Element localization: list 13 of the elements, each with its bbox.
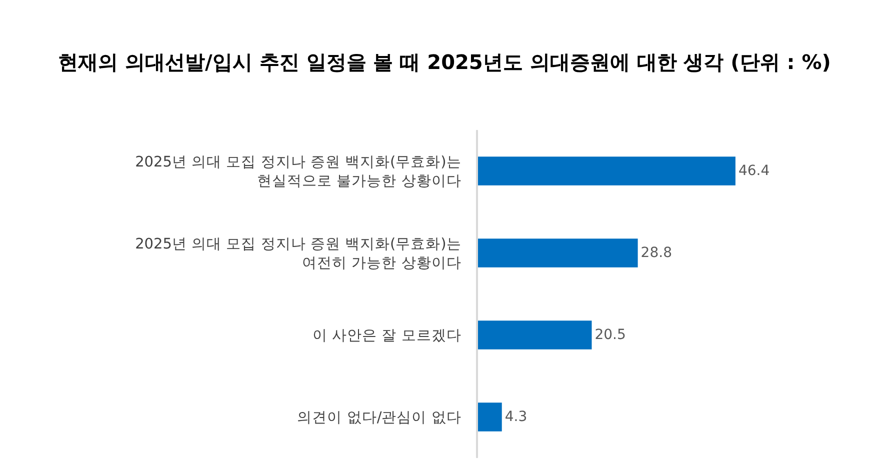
data-label: 20.5 <box>594 327 626 343</box>
data-label: 4.3 <box>504 409 528 425</box>
data-label: 46.4 <box>738 163 770 179</box>
y-tick-label: 이 사안은 잘 모르겠다 <box>312 328 462 344</box>
chart-title: 현재의 의대선발/입시 추진 일정을 볼 때 2025년도 의대증원에 대한 생각 (단위 : %) <box>58 50 831 74</box>
bar <box>478 320 592 350</box>
y-tick-label: 2025년 의대 모집 정지나 증원 백지화(무효화)는 현실적으로 불가능한 상황이다 <box>135 154 462 190</box>
bar <box>478 402 502 432</box>
bar <box>478 156 736 186</box>
y-tick-label: 2025년 의대 모집 정지나 증원 백지화(무효화)는 여전히 가능한 상황이다 <box>135 236 462 272</box>
data-label: 28.8 <box>640 245 672 261</box>
bar <box>478 238 638 268</box>
y-tick-label: 의견이 없다/관심이 없다 <box>297 410 462 426</box>
